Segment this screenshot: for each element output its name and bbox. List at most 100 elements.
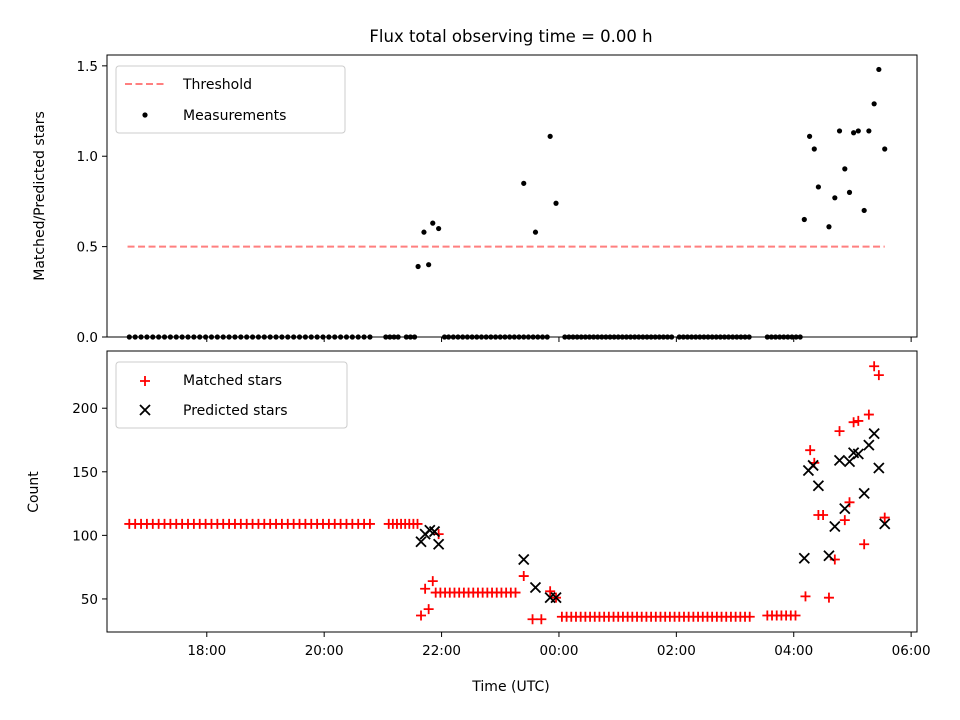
bottom-y-axis-label: Count xyxy=(26,471,42,513)
measurement-point xyxy=(314,334,320,340)
measurement-point xyxy=(574,334,580,340)
measurement-point xyxy=(640,334,646,340)
measurement-point xyxy=(785,334,791,340)
measurement-point xyxy=(326,334,332,340)
predicted-star-point xyxy=(852,448,864,460)
predicted-star-point xyxy=(807,459,819,472)
measurement-point xyxy=(553,200,559,206)
measurement-point xyxy=(255,334,262,340)
measurement-point xyxy=(383,334,389,340)
matched-star-point xyxy=(848,417,859,428)
matched-star-point xyxy=(834,426,845,437)
predicted-star-point xyxy=(839,503,851,515)
measurement-point xyxy=(332,334,338,340)
measurement-point xyxy=(660,334,667,340)
measurement-point xyxy=(815,184,821,190)
measurement-point xyxy=(539,334,546,340)
measurement-point xyxy=(367,334,373,340)
measurement-point xyxy=(249,334,256,340)
measurement-point xyxy=(173,334,179,340)
matched-star-point xyxy=(869,361,880,372)
measurement-point xyxy=(144,334,150,340)
measurement-point xyxy=(214,334,220,340)
measurement-point xyxy=(208,334,215,340)
measurement-point xyxy=(599,334,605,340)
measurement-point xyxy=(138,334,144,340)
measurement-point xyxy=(203,334,209,340)
measurement-point xyxy=(713,334,719,340)
measurement-point xyxy=(407,334,414,340)
measurement-point xyxy=(535,334,541,340)
measurement-point xyxy=(742,334,748,340)
measurement-point xyxy=(725,334,732,340)
measurement-point xyxy=(842,166,848,172)
matched-star-point xyxy=(510,587,521,598)
measurement-point xyxy=(308,334,314,340)
measurement-point xyxy=(488,334,494,340)
matched-star-point xyxy=(805,445,816,456)
matched-star-point xyxy=(427,576,438,587)
measurement-point xyxy=(387,334,393,340)
measurement-point xyxy=(866,128,872,134)
bottom-legend-box xyxy=(115,361,348,429)
chart-title: Flux total observing time = 0.00 h xyxy=(369,27,652,46)
x-tick-label: 02:00 xyxy=(657,643,696,659)
measurement-point xyxy=(521,334,527,340)
measurement-point xyxy=(156,334,162,340)
matched-star-point xyxy=(839,515,850,526)
top-y-tick-label: 1.0 xyxy=(77,149,98,165)
measurement-point xyxy=(738,334,744,340)
measurement-point xyxy=(349,334,355,340)
predicted-star-point xyxy=(518,553,530,566)
measurement-point xyxy=(132,334,138,340)
matched-star-point xyxy=(844,497,855,508)
measurement-point xyxy=(680,334,686,340)
measurement-point xyxy=(415,263,421,270)
measurement-point xyxy=(832,195,838,201)
measurement-point xyxy=(497,334,503,340)
measurement-point xyxy=(607,334,613,340)
measurement-point xyxy=(836,128,843,134)
measurement-point xyxy=(238,334,244,340)
measurement-point xyxy=(826,224,832,230)
measurement-point xyxy=(261,334,267,340)
predicted-star-point xyxy=(798,552,810,564)
measurement-point xyxy=(426,262,432,268)
legend-predicted-swatch xyxy=(139,404,151,416)
bottom-plot-counts: 18:00 20:00 22:00 00:00 02:00 04:00 06:00 50 100… xyxy=(72,350,931,659)
matched-star-point xyxy=(433,529,444,540)
predicted-star-point xyxy=(529,581,542,594)
measurement-point xyxy=(411,334,418,340)
measurement-point xyxy=(279,334,285,340)
measurement-point xyxy=(267,334,273,340)
x-tick-label: 00:00 xyxy=(540,643,579,659)
measurement-point xyxy=(285,334,291,340)
measurement-point xyxy=(547,133,553,139)
measurement-point xyxy=(793,334,799,340)
measurement-point xyxy=(772,334,779,340)
measurement-point xyxy=(590,334,597,340)
x-tick-label: 22:00 xyxy=(422,643,461,659)
measurement-point xyxy=(446,334,452,340)
measurement-point xyxy=(478,334,485,340)
matched-star-point xyxy=(853,415,864,426)
measurement-point xyxy=(627,334,634,340)
measurement-point xyxy=(361,334,367,340)
measurement-point xyxy=(391,334,397,340)
measurement-point xyxy=(693,334,699,340)
measurement-point xyxy=(191,334,197,340)
bottom-y-tick-label: 100 xyxy=(72,528,98,544)
measurement-point xyxy=(244,334,250,340)
predicted-star-point xyxy=(428,525,441,538)
top-y-tick-label: 0.5 xyxy=(77,240,98,256)
measurement-point xyxy=(851,130,857,136)
measurement-point xyxy=(197,334,203,340)
matched-star-point xyxy=(818,510,829,521)
measurement-point xyxy=(450,334,456,340)
measurement-point xyxy=(871,101,877,107)
matched-star-point xyxy=(829,554,840,565)
measurement-point xyxy=(652,334,658,340)
measurement-point xyxy=(167,334,173,340)
measurement-point xyxy=(507,334,513,340)
predicted-star-point xyxy=(812,480,825,492)
